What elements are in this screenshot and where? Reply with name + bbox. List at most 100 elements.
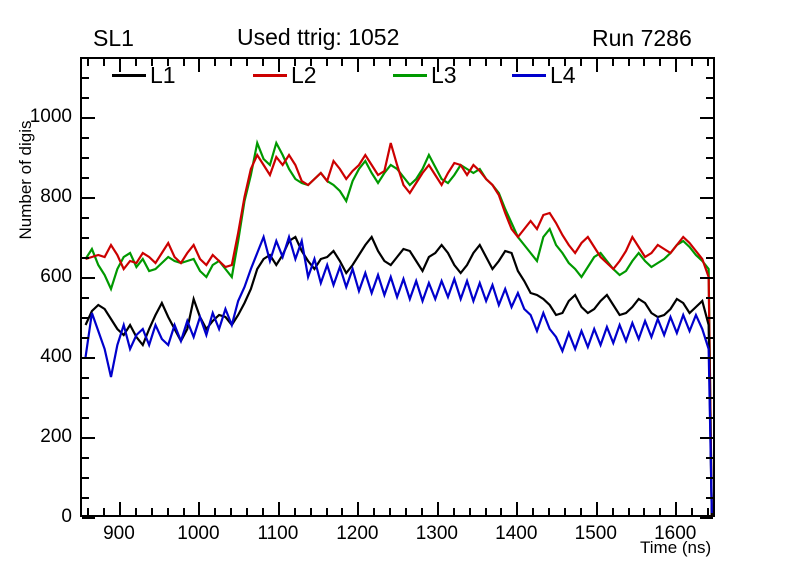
- y-minor-tick: [82, 317, 89, 319]
- x-tick-label: 1300: [415, 523, 458, 544]
- y-tick-label: 800: [40, 186, 72, 207]
- legend-swatch-l4: [512, 73, 546, 77]
- x-major-tick: [437, 502, 439, 515]
- x-major-tick-top: [119, 59, 121, 72]
- legend: L1 L2 L3 L4: [112, 62, 582, 88]
- x-minor-tick-top: [310, 59, 312, 66]
- x-minor-tick: [643, 508, 645, 515]
- x-minor-tick: [612, 508, 614, 515]
- y-major-tick-right: [700, 277, 713, 279]
- x-axis-title: Time (ns): [640, 538, 712, 557]
- legend-entry-l3: L3: [393, 62, 457, 88]
- x-minor-tick: [294, 508, 296, 515]
- y-minor-tick: [82, 297, 89, 299]
- x-minor-tick-top: [405, 59, 407, 66]
- legend-label-l2: L2: [291, 61, 317, 88]
- series-line-l2: [85, 142, 713, 517]
- x-major-tick: [596, 502, 598, 515]
- x-major-tick-top: [675, 59, 677, 72]
- x-minor-tick-top: [453, 59, 455, 66]
- x-tick-label: 1100: [257, 523, 299, 544]
- y-minor-tick: [82, 137, 89, 139]
- x-minor-tick-top: [628, 59, 630, 66]
- x-major-tick-top: [198, 59, 200, 72]
- x-tick-label: 1500: [574, 523, 617, 544]
- x-minor-tick: [135, 508, 137, 515]
- x-tick-label: 1200: [336, 523, 379, 544]
- y-minor-tick: [82, 97, 89, 99]
- legend-swatch-l1: [112, 73, 146, 77]
- y-major-tick-right: [700, 117, 713, 119]
- plot-title: Used ttrig: 1052: [237, 24, 400, 50]
- x-minor-tick-top: [500, 59, 502, 66]
- series-line-l4: [84, 233, 713, 514]
- legend-entry-l4: L4: [512, 62, 576, 88]
- x-minor-tick: [103, 508, 105, 515]
- x-major-tick: [516, 502, 518, 515]
- y-major-tick-right: [700, 357, 713, 359]
- x-minor-tick-top: [246, 59, 248, 66]
- legend-swatch-l3: [393, 73, 427, 77]
- x-minor-tick-top: [103, 59, 105, 66]
- y-minor-tick: [82, 237, 89, 239]
- x-minor-tick-top: [151, 59, 153, 66]
- x-minor-tick-top: [421, 59, 423, 66]
- x-minor-tick: [262, 508, 264, 515]
- y-minor-tick-right: [706, 137, 713, 139]
- x-tick-label: 1600: [654, 523, 697, 544]
- x-minor-tick-top: [326, 59, 328, 66]
- x-minor-tick-top: [691, 59, 693, 66]
- x-minor-tick: [580, 508, 582, 515]
- x-minor-tick-top: [230, 59, 232, 66]
- x-minor-tick-top: [580, 59, 582, 66]
- x-minor-tick: [707, 508, 709, 515]
- x-minor-tick: [485, 508, 487, 515]
- x-tick-label: 1000: [177, 523, 220, 544]
- y-major-tick: [82, 437, 95, 439]
- y-minor-tick: [82, 457, 89, 459]
- legend-label-l4: L4: [550, 61, 576, 88]
- x-major-tick: [119, 502, 121, 515]
- x-minor-tick-top: [262, 59, 264, 66]
- x-minor-tick-top: [469, 59, 471, 66]
- legend-swatch-l2: [253, 73, 287, 77]
- x-major-tick-top: [437, 59, 439, 72]
- y-minor-tick-right: [706, 57, 713, 59]
- x-minor-tick-top: [167, 59, 169, 66]
- x-minor-tick: [167, 508, 169, 515]
- y-major-tick: [82, 197, 95, 199]
- x-minor-tick-top: [707, 59, 709, 66]
- x-minor-tick: [389, 508, 391, 515]
- legend-label-l1: L1: [150, 61, 176, 88]
- legend-label-l3: L3: [431, 61, 457, 88]
- y-minor-tick: [82, 217, 89, 219]
- y-minor-tick-right: [706, 297, 713, 299]
- y-tick-label: 1000: [29, 106, 72, 127]
- plot-area: [80, 57, 715, 517]
- x-major-tick: [357, 502, 359, 515]
- x-minor-tick: [373, 508, 375, 515]
- y-minor-tick: [82, 57, 89, 59]
- x-minor-tick: [183, 508, 185, 515]
- y-minor-tick: [82, 497, 89, 499]
- y-minor-tick: [82, 477, 89, 479]
- y-major-tick-right: [700, 517, 713, 519]
- superlayer-label: SL1: [93, 25, 134, 51]
- x-minor-tick-top: [341, 59, 343, 66]
- y-minor-tick: [82, 377, 89, 379]
- y-minor-tick: [82, 177, 89, 179]
- y-minor-tick-right: [706, 77, 713, 79]
- x-major-tick-top: [596, 59, 598, 72]
- y-minor-tick: [82, 397, 89, 399]
- x-minor-tick-top: [485, 59, 487, 66]
- x-minor-tick-top: [659, 59, 661, 66]
- y-minor-tick-right: [706, 477, 713, 479]
- y-minor-tick-right: [706, 177, 713, 179]
- x-minor-tick: [691, 508, 693, 515]
- y-minor-tick-right: [706, 377, 713, 379]
- x-major-tick-top: [278, 59, 280, 72]
- y-minor-tick-right: [706, 417, 713, 419]
- x-major-tick: [198, 502, 200, 515]
- x-major-tick: [675, 502, 677, 515]
- x-minor-tick: [532, 508, 534, 515]
